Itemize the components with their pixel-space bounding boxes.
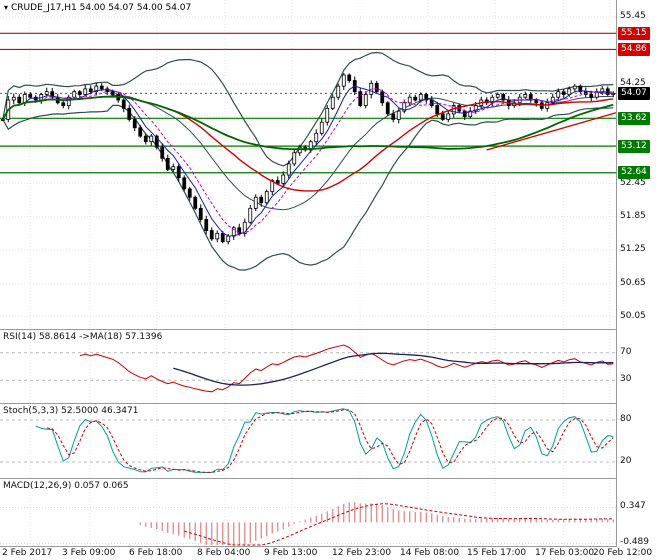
price-axis[interactable]: 55.45 54.25 52.45 51.85 51.25 50.65 50.0… (617, 0, 660, 547)
current-price-badge: 54.07 (618, 87, 650, 100)
time-label: 20 Feb 12:00 (593, 548, 653, 558)
time-label: 9 Feb 13:00 (264, 548, 318, 558)
symbol-timeframe-label: CRUDE_J17,H1 (11, 3, 77, 13)
time-label: 2 Feb 2017 (2, 548, 53, 558)
support-price-badge: 53.62 (618, 112, 650, 125)
rsi-panel[interactable]: RSI(14) 58.8614 ->MA(18) 57.1396 (0, 330, 616, 404)
price-tick: 54.25 (620, 78, 646, 88)
resistance-price-badge: 55.15 (618, 27, 650, 40)
price-tick: 52.45 (620, 178, 646, 188)
price-tick: 51.85 (620, 211, 646, 221)
stoch-indicator-label: Stoch(5,3,3) 52.5000 46.3471 (3, 406, 139, 416)
price-tick: 51.25 (620, 244, 646, 254)
rsi-level-tick: 70 (620, 347, 632, 357)
rsi-level-tick: 30 (620, 374, 632, 384)
time-axis[interactable]: 2 Feb 2017 3 Feb 09:00 6 Feb 18:00 8 Feb… (0, 547, 660, 560)
time-label: 12 Feb 23:00 (332, 548, 392, 558)
stochastic-panel[interactable]: Stoch(5,3,3) 52.5000 46.3471 (0, 404, 616, 479)
time-label: 3 Feb 09:00 (62, 548, 116, 558)
rsi-indicator-label: RSI(14) 58.8614 ->MA(18) 57.1396 (3, 332, 163, 342)
time-label: 6 Feb 18:00 (129, 548, 183, 558)
symbol-marker-icon: ▾ (4, 3, 9, 12)
resistance-price-badge: 54.86 (618, 43, 650, 56)
time-label: 8 Feb 04:00 (197, 548, 251, 558)
ohlc-values: 54.00 54.07 54.00 54.07 (79, 3, 192, 13)
time-label: 17 Feb 03:00 (535, 548, 595, 558)
price-panel[interactable]: ▾ CRUDE_J17,H1 54.00 54.07 54.00 54.07 (0, 0, 616, 330)
macd-level-tick: 0.347 (620, 501, 646, 511)
macd-panel[interactable]: MACD(12,26,9) 0.057 0.065 (0, 479, 616, 547)
support-price-badge: 53.12 (618, 140, 650, 153)
macd-level-tick: -0.489 (620, 537, 650, 547)
macd-indicator-label: MACD(12,26,9) 0.057 0.065 (3, 481, 129, 491)
support-price-badge: 52.64 (618, 166, 650, 179)
stoch-level-tick: 80 (620, 414, 632, 424)
chart-header: ▾ CRUDE_J17,H1 54.00 54.07 54.00 54.07 (4, 3, 191, 13)
price-tick: 50.05 (620, 311, 646, 321)
stoch-level-tick: 20 (620, 456, 632, 466)
time-label: 15 Feb 17:00 (467, 548, 527, 558)
axis-separator (616, 0, 617, 547)
price-tick: 50.65 (620, 278, 646, 288)
price-tick: 55.45 (620, 11, 646, 21)
time-label: 14 Feb 08:00 (400, 548, 460, 558)
